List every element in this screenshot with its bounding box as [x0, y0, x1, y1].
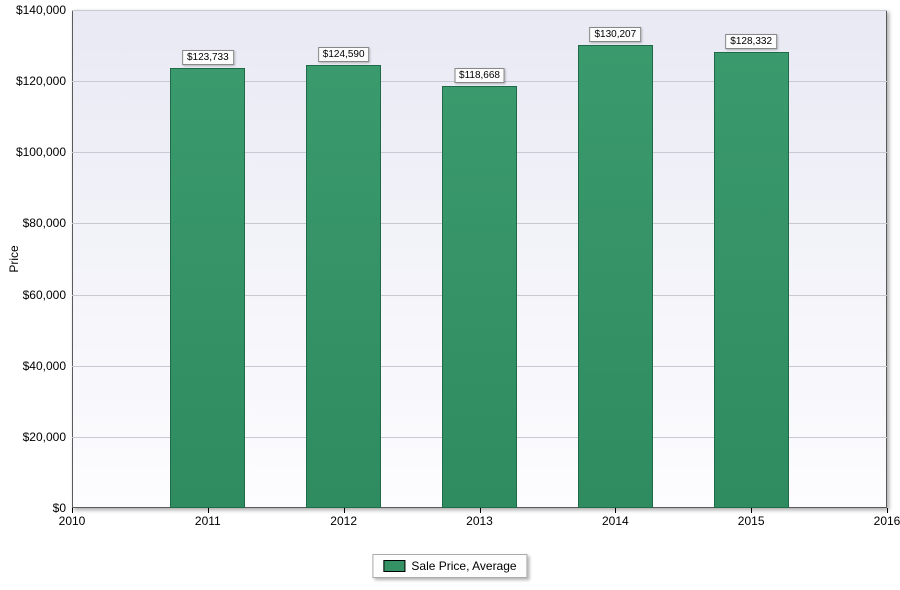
value-label: $118,668 [454, 68, 505, 83]
x-tick-label: 2016 [874, 508, 900, 528]
plot-area: $0$20,000$40,000$60,000$80,000$100,000$1… [72, 10, 887, 508]
bar [442, 86, 517, 508]
y-tick-label: $20,000 [23, 430, 72, 444]
gridline [72, 10, 887, 11]
value-label: $130,207 [589, 27, 641, 42]
x-tick-label: 2015 [738, 508, 765, 528]
y-tick-label: $140,000 [16, 3, 72, 17]
legend: Sale Price, Average [372, 554, 527, 578]
x-tick-label: 2011 [195, 508, 221, 528]
y-tick-label: $60,000 [23, 288, 72, 302]
y-tick-label: $120,000 [16, 74, 72, 88]
x-tick-label: 2014 [602, 508, 629, 528]
price-bar-chart: $0$20,000$40,000$60,000$80,000$100,000$1… [0, 0, 900, 590]
value-label: $123,733 [182, 50, 234, 65]
x-tick-label: 2013 [466, 508, 493, 528]
value-label: $128,332 [725, 34, 777, 49]
y-axis-title: Price [7, 245, 21, 272]
y-tick-label: $80,000 [23, 216, 72, 230]
bar [306, 65, 381, 508]
bar [170, 68, 245, 508]
value-label: $124,590 [318, 47, 370, 62]
y-tick-label: $100,000 [16, 145, 72, 159]
y-tick-label: $40,000 [23, 359, 72, 373]
legend-label: Sale Price, Average [411, 559, 516, 573]
x-tick-label: 2012 [330, 508, 357, 528]
bar [578, 45, 653, 508]
x-tick-label: 2010 [59, 508, 86, 528]
legend-swatch [383, 560, 405, 572]
bar [714, 52, 789, 508]
